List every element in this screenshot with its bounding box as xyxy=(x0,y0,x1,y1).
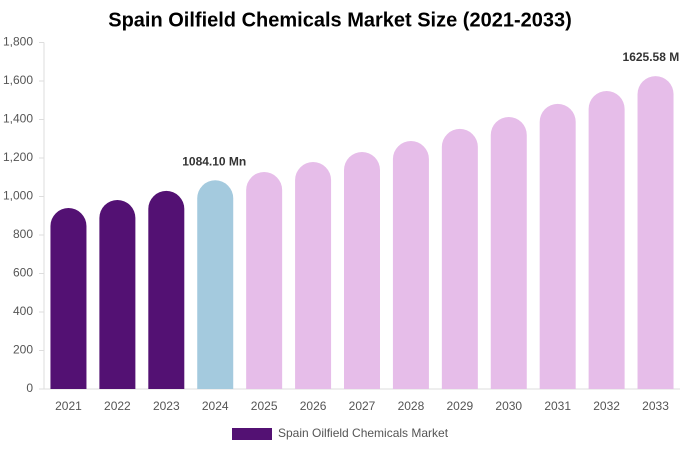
y-tick-label: 1,600 xyxy=(3,73,33,87)
bar xyxy=(197,180,234,389)
bar xyxy=(344,152,380,389)
x-tick-label: 2031 xyxy=(544,399,571,413)
y-tick-label: 1,200 xyxy=(3,150,33,164)
x-tick-label: 2027 xyxy=(349,399,376,413)
legend-label: Spain Oilfield Chemicals Market xyxy=(278,426,449,440)
y-tick-label: 800 xyxy=(13,227,33,241)
y-tick-label: 1,400 xyxy=(3,112,33,126)
bar xyxy=(441,128,478,389)
bar xyxy=(539,103,576,389)
y-tick-label: 0 xyxy=(26,381,33,395)
bar xyxy=(392,141,429,389)
bar xyxy=(50,208,87,389)
legend-swatch xyxy=(232,428,272,440)
bar xyxy=(588,91,625,389)
y-tick-label: 400 xyxy=(13,304,33,318)
x-tick-label: 2030 xyxy=(495,399,522,413)
x-tick-label: 2023 xyxy=(153,399,180,413)
bar xyxy=(99,199,136,389)
x-tick-label: 2024 xyxy=(202,399,229,413)
bar xyxy=(246,172,283,389)
y-tick-label: 200 xyxy=(13,343,33,357)
value-label: 1084.10 Mn xyxy=(182,154,246,168)
x-tick-label: 2025 xyxy=(251,399,278,413)
x-tick-label: 2021 xyxy=(55,399,82,413)
bar xyxy=(148,190,185,389)
chart-title: Spain Oilfield Chemicals Market Size (20… xyxy=(108,9,572,31)
bar xyxy=(295,162,332,389)
bar xyxy=(490,116,527,390)
x-tick-label: 2026 xyxy=(300,399,327,413)
x-tick-label: 2033 xyxy=(642,399,669,413)
y-tick-label: 1,000 xyxy=(3,189,33,203)
x-tick-label: 2028 xyxy=(398,399,425,413)
x-tick-label: 2032 xyxy=(593,399,620,413)
y-tick-label: 1,800 xyxy=(3,35,33,49)
value-label: 1625.58 Mn xyxy=(623,50,680,64)
bar xyxy=(637,76,674,389)
x-tick-label: 2022 xyxy=(104,399,131,413)
x-tick-label: 2029 xyxy=(446,399,473,413)
y-tick-label: 600 xyxy=(13,266,33,280)
